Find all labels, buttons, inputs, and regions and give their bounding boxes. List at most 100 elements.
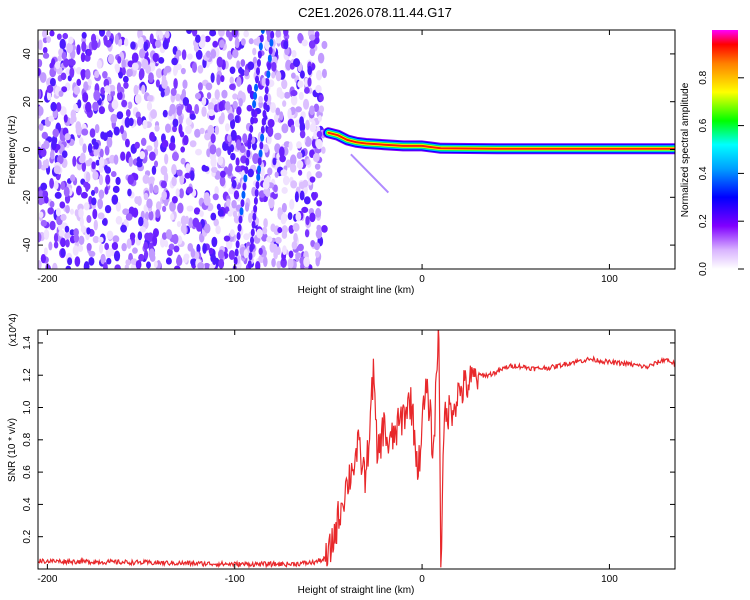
noise-blob <box>315 171 323 179</box>
noise-blob <box>283 30 289 37</box>
noise-blob <box>225 30 231 38</box>
noise-blob <box>162 109 168 118</box>
noise-blob <box>78 156 86 164</box>
noise-blob <box>218 39 225 49</box>
noise-blob <box>290 180 298 189</box>
y-tick-label: 1.4 <box>22 336 33 350</box>
noise-blob <box>263 188 271 195</box>
noise-blob <box>60 181 66 191</box>
noise-blob <box>235 157 240 166</box>
y-tick-label: 20 <box>22 96 33 108</box>
noise-blob <box>277 227 283 234</box>
noise-blob <box>47 207 54 215</box>
noise-blob <box>94 123 100 134</box>
noise-blob <box>126 68 133 77</box>
noise-blob <box>67 257 73 266</box>
noise-blob <box>194 92 202 100</box>
noise-blob <box>180 146 186 153</box>
noise-blob <box>210 72 215 83</box>
noise-blob <box>77 99 82 109</box>
noise-blob <box>296 141 302 149</box>
noise-blob <box>69 67 75 78</box>
noise-blob <box>303 256 310 268</box>
noise-streak-blob <box>248 252 253 261</box>
noise-blob <box>243 69 250 77</box>
noise-blob <box>293 58 301 68</box>
noise-blob <box>313 130 318 140</box>
noise-blob <box>160 180 167 189</box>
noise-blob <box>56 33 62 40</box>
noise-blob <box>155 79 160 88</box>
noise-blob <box>260 166 265 177</box>
noise-blob <box>190 258 197 266</box>
noise-blob <box>182 134 189 146</box>
noise-blob <box>131 52 139 63</box>
noise-blob <box>267 167 273 176</box>
x-tick-label: -200 <box>37 574 57 585</box>
noise-blob <box>69 208 75 215</box>
noise-blob <box>115 63 120 74</box>
noise-blob <box>46 90 52 101</box>
noise-blob <box>49 77 56 87</box>
noise-blob <box>201 96 207 106</box>
noise-blob <box>38 260 42 269</box>
noise-blob <box>312 153 320 163</box>
noise-blob <box>233 190 240 200</box>
noise-streak-blob <box>255 75 260 84</box>
noise-blob <box>291 49 297 58</box>
noise-blob <box>86 49 92 57</box>
noise-blob <box>155 68 163 79</box>
noise-blob <box>297 32 304 43</box>
noise-blob <box>161 74 167 83</box>
noise-blob <box>58 90 64 97</box>
noise-blob <box>190 248 196 258</box>
noise-blob <box>124 116 131 128</box>
noise-blob <box>188 217 194 229</box>
noise-blob <box>247 61 255 70</box>
colorbar-ticks: 0.0 0.2 0.4 0.6 0.8 <box>698 70 744 276</box>
noise-blob <box>195 34 201 43</box>
noise-blob <box>121 243 127 252</box>
noise-streak-blob <box>265 78 270 87</box>
noise-blob <box>164 153 169 165</box>
noise-blob <box>299 116 304 126</box>
y-tick-label: 1.0 <box>22 400 33 414</box>
noise-blob <box>163 198 169 207</box>
noise-blob <box>202 165 210 172</box>
noise-blob <box>180 157 186 165</box>
noise-blob <box>304 87 310 94</box>
noise-blob <box>151 165 157 176</box>
noise-blob <box>158 31 164 40</box>
noise-blob <box>318 94 324 102</box>
noise-streak-blob <box>264 86 269 95</box>
noise-blob <box>167 248 173 257</box>
noise-blob <box>143 41 149 52</box>
noise-blob <box>290 89 298 97</box>
noise-blob <box>139 226 147 233</box>
noise-blob <box>99 243 104 254</box>
noise-streak-blob <box>263 94 268 103</box>
noise-blob <box>226 198 231 207</box>
noise-blob <box>301 39 308 47</box>
y-tick-label: 40 <box>22 48 33 60</box>
noise-blob <box>95 159 100 166</box>
noise-blob <box>106 257 112 265</box>
noise-blob <box>77 244 84 252</box>
noise-blob <box>217 30 225 37</box>
noise-blob <box>321 224 328 233</box>
noise-blob <box>306 158 311 165</box>
noise-blob <box>152 52 159 63</box>
noise-blob <box>152 235 158 247</box>
noise-blob <box>224 123 230 132</box>
noise-blob <box>58 229 65 237</box>
noise-blob <box>149 33 154 45</box>
noise-blob <box>93 141 99 150</box>
noise-streak-blob <box>269 38 274 47</box>
noise-blob <box>163 67 168 76</box>
noise-streak-blob <box>235 240 240 249</box>
noise-blob <box>182 96 190 107</box>
noise-streak-blob <box>263 101 268 110</box>
noise-streak-blob <box>233 256 238 265</box>
noise-blob <box>288 250 294 259</box>
noise-blob <box>204 35 211 43</box>
